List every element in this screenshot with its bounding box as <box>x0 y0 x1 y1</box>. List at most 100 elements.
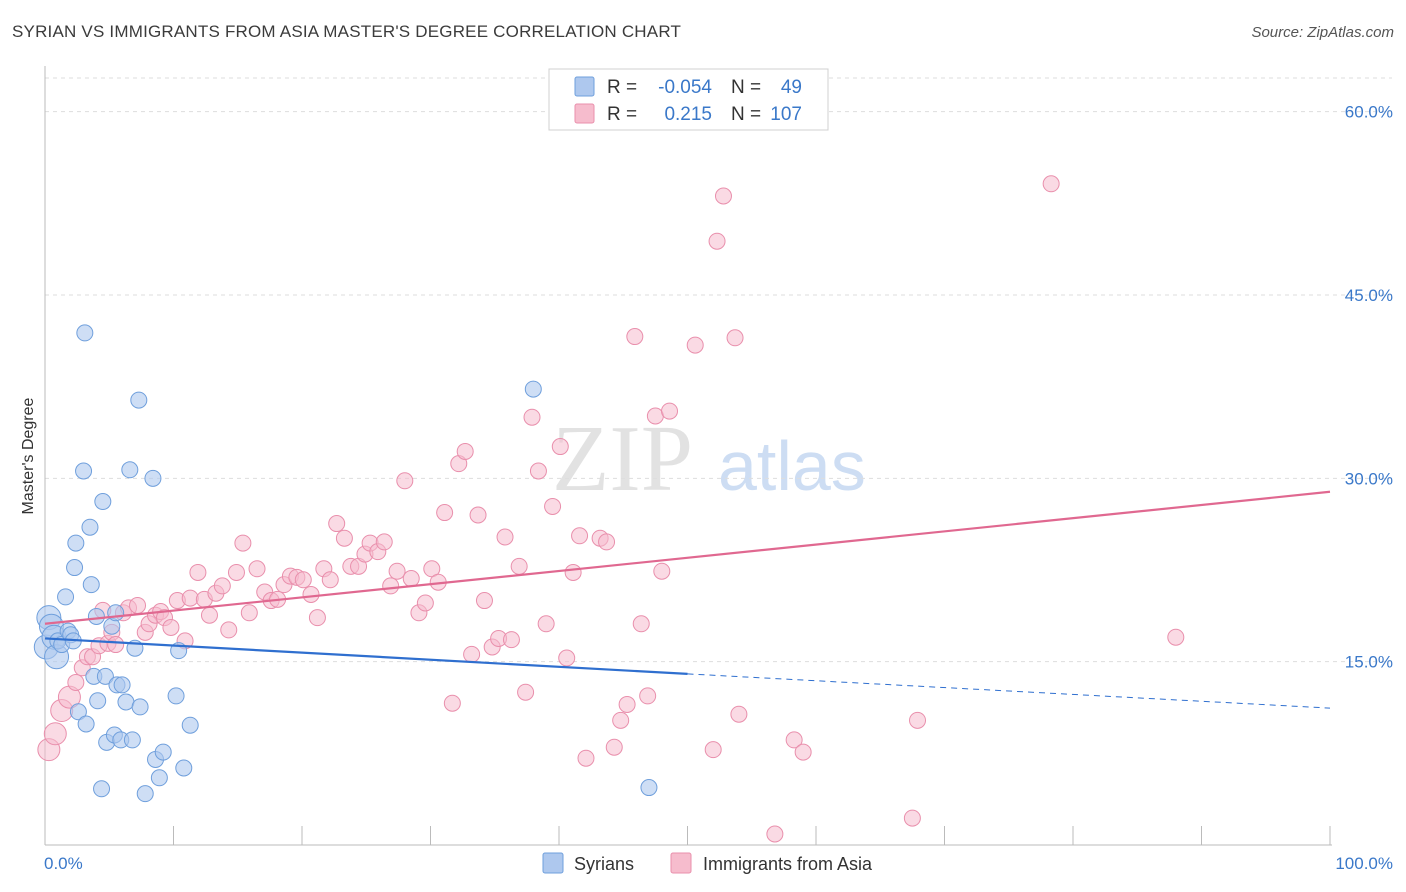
syrian-point <box>121 461 139 479</box>
legend-swatch-syrians <box>542 852 564 874</box>
legend-n-value: 107 <box>770 104 802 125</box>
asia-point <box>571 527 589 545</box>
asia-point <box>529 462 547 480</box>
asia-point <box>517 683 535 701</box>
syrian-point <box>640 779 658 797</box>
asia-point <box>612 711 630 729</box>
x-tick-labels: 0.0% 100.0% <box>44 854 1393 873</box>
syrian-point <box>130 391 148 409</box>
syrian-point <box>107 604 125 622</box>
asia-point <box>598 533 616 551</box>
syrian-point <box>123 731 141 749</box>
legend-r-label: R = <box>607 77 637 98</box>
asia-point <box>551 438 569 456</box>
syrian-trend-line <box>44 637 688 675</box>
syrian-point <box>66 559 84 577</box>
asia-trend-line <box>44 490 1331 625</box>
asia-point <box>248 560 266 578</box>
asia-point <box>653 562 671 580</box>
syrian-point <box>117 693 135 711</box>
asia-point <box>107 636 125 654</box>
syrian-point <box>93 780 111 798</box>
syrian-trend-extension <box>687 673 1331 709</box>
asia-points <box>37 175 1185 843</box>
source-label: Source: ZipAtlas.com <box>1251 24 1394 41</box>
legend-label-syrians: Syrians <box>574 854 634 874</box>
asia-point <box>416 594 434 612</box>
legend-box <box>548 68 829 131</box>
asia-point <box>605 738 623 756</box>
watermark-atlas: atlas <box>718 427 866 505</box>
asia-point <box>443 694 461 712</box>
syrian-point <box>82 576 100 594</box>
y-tick-labels: 15.0% 30.0% 45.0% 60.0% <box>1345 103 1393 672</box>
asia-point <box>794 743 812 761</box>
x-tick-label: 0.0% <box>44 854 83 873</box>
syrian-point <box>154 743 172 761</box>
asia-point <box>294 571 312 589</box>
asia-point <box>189 563 207 581</box>
syrian-point <box>167 687 185 705</box>
asia-point <box>375 533 393 551</box>
syrian-point <box>144 469 162 487</box>
asia-point <box>1042 175 1060 193</box>
asia-point <box>686 336 704 354</box>
asia-point <box>162 618 180 636</box>
watermark-zip: ZIP <box>552 407 693 511</box>
asia-point <box>639 687 657 705</box>
syrian-point <box>524 380 542 398</box>
correlation-legend: R = -0.054 N = 49 R = 0.215 N = 107 <box>548 68 829 131</box>
asia-point <box>67 673 85 691</box>
legend-n-label: N = <box>731 77 761 98</box>
syrian-point <box>175 759 193 777</box>
asia-point <box>382 577 400 595</box>
asia-point <box>708 232 726 250</box>
asia-point <box>626 328 644 346</box>
asia-point <box>181 589 199 607</box>
asia-point <box>618 695 636 713</box>
syrian-point <box>113 676 131 694</box>
asia-point <box>646 407 664 425</box>
asia-point <box>726 329 744 347</box>
asia-point <box>523 408 541 426</box>
asia-point <box>200 606 218 624</box>
y-tick-label: 45.0% <box>1345 286 1393 305</box>
asia-point <box>510 557 528 575</box>
chart-title: SYRIAN VS IMMIGRANTS FROM ASIA MASTER'S … <box>12 22 682 41</box>
asia-point <box>469 506 487 524</box>
syrian-point <box>81 518 99 536</box>
asia-point <box>396 472 414 490</box>
syrian-point <box>150 769 168 787</box>
asia-point <box>766 825 784 843</box>
asia-point <box>544 497 562 515</box>
asia-point <box>227 563 245 581</box>
asia-point <box>43 722 67 746</box>
asia-point <box>240 604 258 622</box>
asia-point <box>714 187 732 205</box>
syrian-point <box>94 493 112 511</box>
asia-point <box>436 504 454 522</box>
asia-point <box>475 592 493 610</box>
y-tick-label: 15.0% <box>1345 653 1393 672</box>
syrian-point <box>77 715 95 733</box>
x-tick-label: 100.0% <box>1335 854 1393 873</box>
legend-n-value: 49 <box>781 77 802 98</box>
asia-point <box>402 570 420 588</box>
asia-point <box>785 731 803 749</box>
asia-point <box>661 402 679 420</box>
syrian-point <box>131 698 149 716</box>
legend-r-label: R = <box>607 104 637 125</box>
asia-point <box>1167 628 1185 646</box>
asia-point <box>129 596 147 614</box>
syrian-point <box>136 785 154 803</box>
asia-point <box>335 529 353 547</box>
legend-swatch-asia <box>670 852 692 874</box>
asia-point <box>730 705 748 723</box>
asia-point <box>328 515 346 533</box>
asia-point <box>308 609 326 627</box>
asia-point <box>302 585 320 603</box>
asia-point <box>496 528 514 546</box>
asia-point <box>321 571 339 589</box>
syrian-point <box>57 588 75 606</box>
